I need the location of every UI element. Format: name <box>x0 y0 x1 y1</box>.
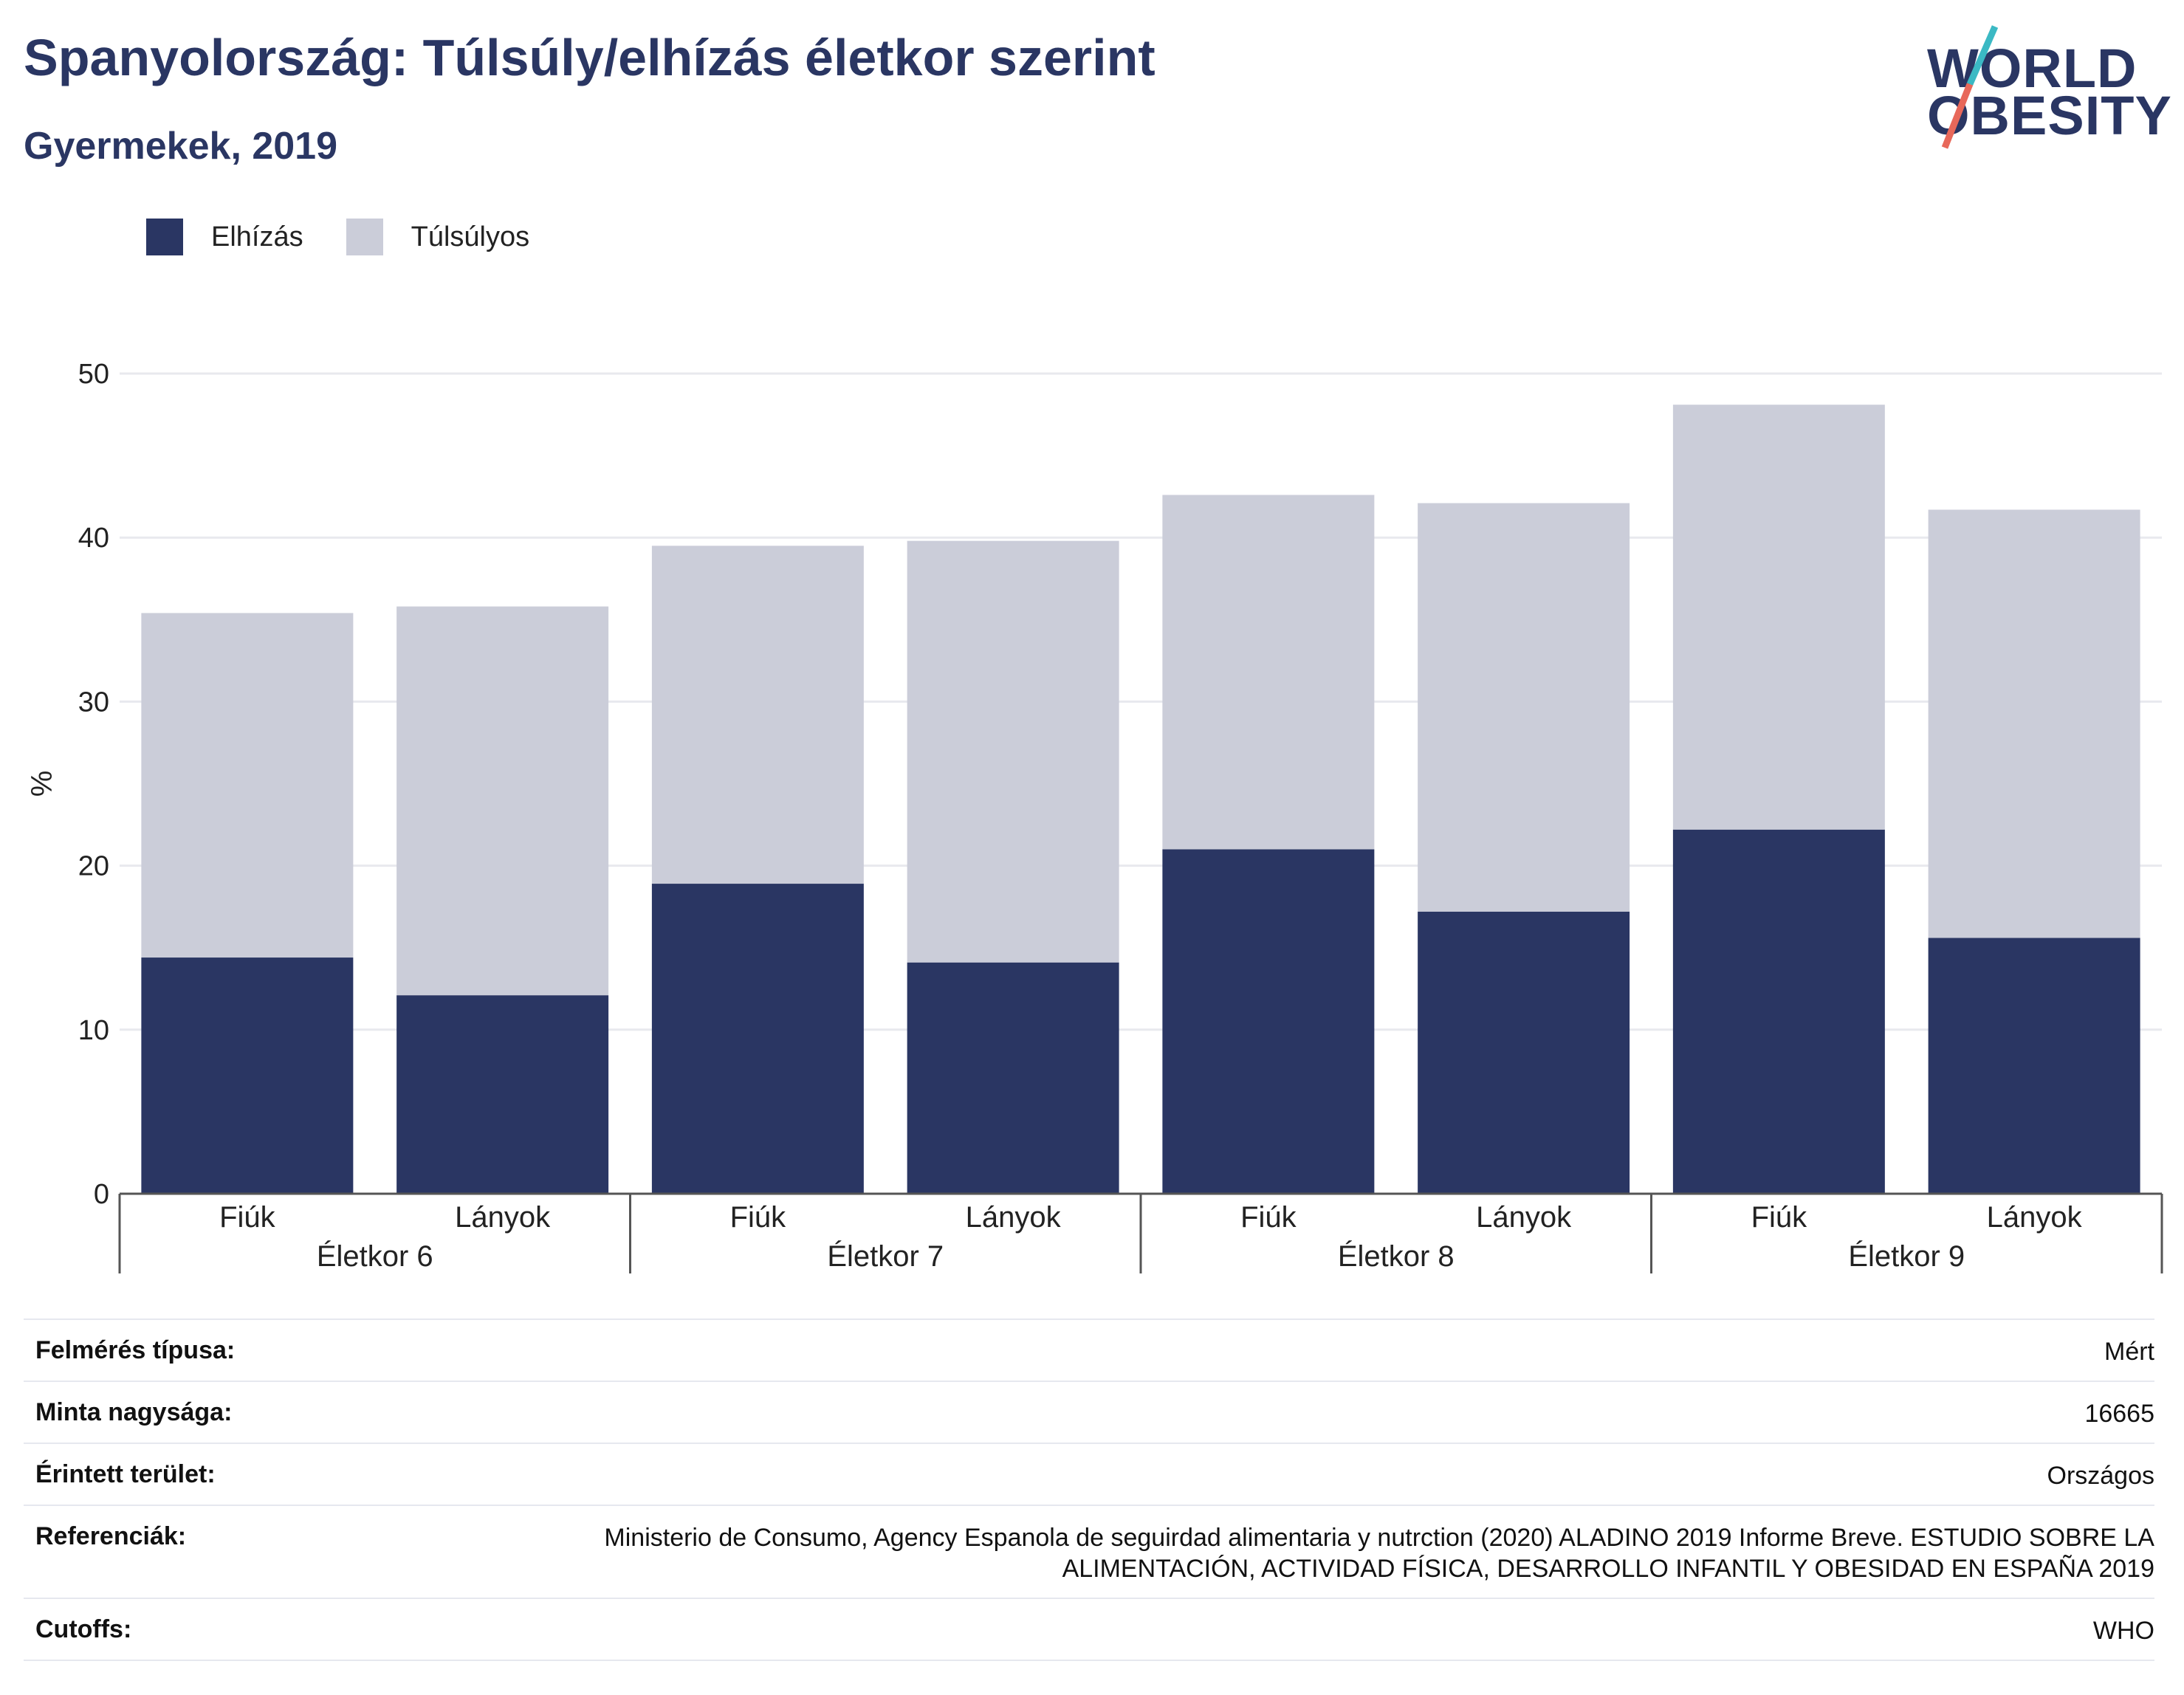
meta-label: Felmérés típusa: <box>35 1336 236 1364</box>
x-tick-label: Lányok <box>1987 1201 2083 1234</box>
meta-row-survey-type: Felmérés típusa: Mért <box>24 1318 2154 1381</box>
bar-obesity <box>907 962 1119 1194</box>
x-group-label: Életkor 8 <box>1338 1240 1455 1273</box>
meta-label: Cutoffs: <box>35 1615 132 1643</box>
x-group-label: Életkor 6 <box>317 1240 433 1273</box>
bar-obesity <box>396 995 609 1194</box>
bar-obesity <box>1418 911 1630 1194</box>
bar-overweight <box>1418 503 1630 912</box>
meta-value: 16665 <box>2084 1400 2154 1428</box>
page-subtitle: Gyermekek, 2019 <box>24 125 338 168</box>
logo-slash-icon <box>1941 25 1999 149</box>
y-axis-label: % <box>26 771 58 797</box>
legend-swatch-overweight <box>346 219 383 255</box>
x-tick-label: Lányok <box>966 1201 1062 1234</box>
meta-value: Ministerio de Consumo, Agency Espanola d… <box>604 1524 2154 1583</box>
legend-label-overweight: Túlsúlyos <box>411 221 530 252</box>
x-tick-label: Fiúk <box>730 1201 787 1234</box>
meta-label: Referenciák: <box>35 1522 187 1550</box>
legend-item-overweight: Túlsúlyos <box>346 219 530 255</box>
world-obesity-logo: WORLD OBESITY <box>1927 21 2171 154</box>
meta-value: Országos <box>2047 1462 2155 1490</box>
meta-value: WHO <box>2092 1617 2154 1645</box>
bar-obesity <box>141 957 354 1194</box>
y-tick-label: 0 <box>94 1179 109 1210</box>
y-tick-label: 20 <box>78 851 109 882</box>
chart-legend: Elhízás Túlsúlyos <box>146 219 572 255</box>
x-group-label: Életkor 7 <box>827 1240 944 1273</box>
logo-slash-bottom <box>1941 83 1974 149</box>
meta-label: Érintett terület: <box>35 1460 216 1488</box>
x-tick-label: Lányok <box>1476 1201 1572 1234</box>
legend-item-obesity: Elhízás <box>146 219 303 255</box>
bar-overweight <box>141 613 354 958</box>
bar-overweight <box>1162 495 1375 850</box>
meta-row-cutoffs: Cutoffs: WHO <box>24 1598 2154 1661</box>
x-tick-label: Lányok <box>455 1201 551 1234</box>
y-tick-label: 10 <box>78 1015 109 1046</box>
bar-obesity <box>651 884 864 1194</box>
legend-swatch-obesity <box>146 219 183 255</box>
bar-overweight <box>396 606 609 996</box>
meta-row-sample-size: Minta nagysága: 16665 <box>24 1381 2154 1443</box>
logo-line-1: WORLD <box>1927 38 2137 99</box>
bar-obesity <box>1928 938 2140 1194</box>
bar-overweight <box>651 546 864 884</box>
legend-label-obesity: Elhízás <box>211 221 303 252</box>
bar-obesity <box>1162 849 1375 1194</box>
y-tick-label: 30 <box>78 687 109 718</box>
stacked-bar-chart: 0 10 20 30 40 50% Fiúk Lányok Fiúk Lányok Fiúk Lány… <box>26 359 2163 1273</box>
y-tick-label: 40 <box>78 523 109 554</box>
metadata-table: Felmérés típusa: Mért Minta nagysága: 16… <box>24 1318 2154 1661</box>
logo-slash-top <box>1966 25 1999 86</box>
bar-overweight <box>907 540 1119 963</box>
bar-overweight <box>1672 405 1885 830</box>
x-tick-label: Fiúk <box>1240 1201 1297 1234</box>
x-tick-label: Fiúk <box>219 1201 276 1234</box>
bar-overweight <box>1928 509 2140 938</box>
x-group-label: Életkor 9 <box>1848 1240 1965 1273</box>
page-title: Spanyolország: Túlsúly/elhízás életkor s… <box>24 29 1155 86</box>
x-tick-label: Fiúk <box>1751 1201 1808 1234</box>
meta-row-area: Érintett terület: Országos <box>24 1443 2154 1505</box>
meta-label: Minta nagysága: <box>35 1398 233 1426</box>
meta-row-references: Referenciák: Ministerio de Consumo, Agen… <box>24 1505 2154 1598</box>
y-tick-label: 50 <box>78 359 109 390</box>
bar-obesity <box>1672 829 1885 1194</box>
meta-value: Mért <box>2104 1338 2154 1366</box>
